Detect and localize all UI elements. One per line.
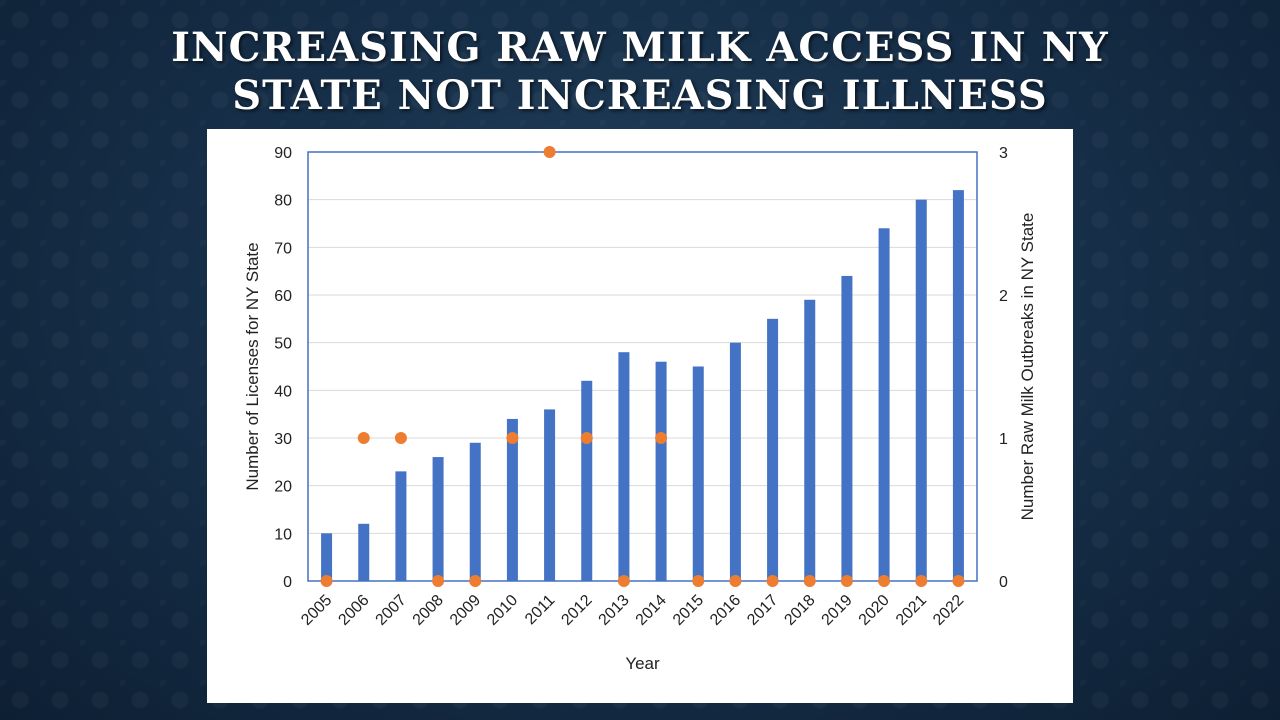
y-tick-60: 60 [274,288,292,305]
dot-2010 [506,432,519,444]
y2-tick-3: 3 [999,145,1008,162]
dot-2021 [915,575,928,587]
bar-2010 [506,418,518,581]
y2-tick-1: 1 [999,431,1008,448]
x-tick-2022: 2022 [930,592,967,629]
slide-title-line-1: INCREASING RAW MILK ACCESS IN NY [171,24,1109,71]
x-tick-2009: 2009 [447,592,484,629]
y-tick-70: 70 [274,240,292,257]
x-tick-2021: 2021 [893,592,930,629]
dot-2016 [729,575,742,587]
bar-2006 [358,523,370,581]
x-tick-2010: 2010 [484,592,521,629]
bar-2022 [952,190,964,581]
x-tick-2014: 2014 [633,592,670,629]
x-tick-2011: 2011 [522,592,558,628]
bar-2017 [767,318,779,581]
bar-2020 [878,228,890,581]
dot-2009 [469,575,482,587]
y-tick-40: 40 [274,383,292,400]
dot-2014 [655,432,668,444]
x-tick-2017: 2017 [744,592,781,629]
dot-2015 [692,575,705,587]
x-tick-2019: 2019 [819,592,856,629]
x-tick-2018: 2018 [781,592,818,629]
dot-2018 [803,575,816,587]
y-axis-left-ticks: 0 10 20 30 40 50 60 70 80 90 [274,145,292,591]
dot-2012 [580,432,593,444]
bar-2016 [729,342,741,581]
bar-2021 [915,199,927,581]
y-tick-50: 50 [274,336,292,353]
dot-2007 [394,432,407,444]
bar-2013 [618,352,630,581]
x-tick-2016: 2016 [707,592,744,629]
y-tick-90: 90 [274,145,292,162]
x-tick-2007: 2007 [373,592,410,629]
bar-2008 [432,457,444,581]
x-tick-2006: 2006 [335,592,372,629]
dot-2011 [543,146,556,158]
dot-2005 [320,575,333,587]
dot-2019 [840,575,853,587]
x-tick-2005: 2005 [298,592,335,629]
y-tick-30: 30 [274,431,292,448]
dot-2017 [766,575,779,587]
y2-tick-0: 0 [999,574,1008,591]
bar-2012 [581,380,593,581]
y-tick-10: 10 [274,526,292,543]
x-axis-title: Year [625,654,660,673]
plot-frame [307,151,978,582]
bar-2018 [804,299,816,581]
bar-2014 [655,361,667,581]
bar-2011 [544,409,556,581]
y-axis-right-title: Number Raw Milk Outbreaks in NY State [1018,213,1037,521]
bar-series-licenses [321,190,964,581]
scatter-series-outbreaks [320,146,965,587]
dot-2006 [357,432,370,444]
dot-2008 [432,575,445,587]
dot-2013 [617,575,630,587]
x-axis-ticks: 2005 2006 2007 2008 2009 2010 2011 2012 2013 2014… [298,592,967,629]
dot-2020 [878,575,891,587]
x-tick-2012: 2012 [558,592,595,629]
y-axis-right-ticks: 0 1 2 3 [999,145,1008,591]
slide-title-line-2: STATE NOT INCREASING ILLNESS [232,72,1048,119]
x-tick-2013: 2013 [596,592,633,629]
y-tick-20: 20 [274,479,292,496]
bar-2019 [841,275,853,581]
y2-tick-2: 2 [999,288,1008,305]
bar-2015 [692,366,704,581]
x-tick-2020: 2020 [856,592,893,629]
x-tick-2008: 2008 [410,592,447,629]
dot-2022 [952,575,965,587]
y-tick-80: 80 [274,193,292,210]
bar-2005 [321,533,333,581]
y-axis-left-title: Number of Licenses for NY State [243,242,262,490]
y-tick-0: 0 [283,574,292,591]
x-tick-2015: 2015 [670,592,707,629]
slide-title: INCREASING RAW MILK ACCESS IN NY STATE N… [0,24,1280,120]
gridlines [308,151,977,582]
bar-2007 [395,471,407,581]
bar-2009 [469,442,481,581]
